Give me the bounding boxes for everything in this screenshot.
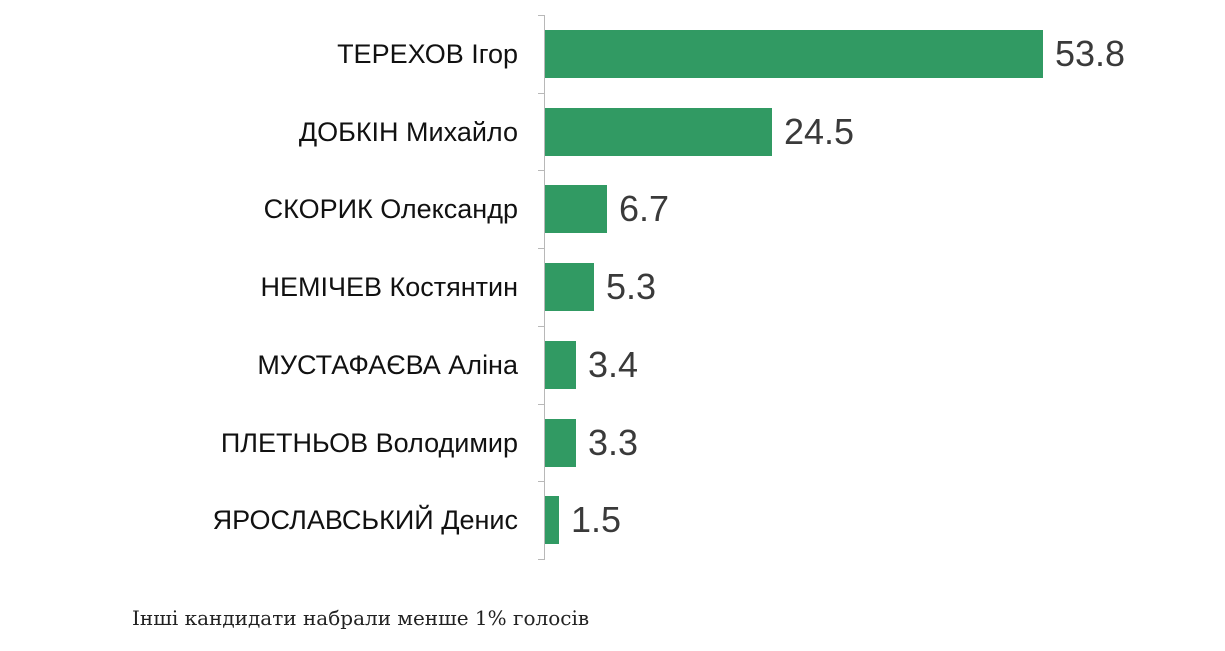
- bar: [545, 185, 607, 233]
- bar: [545, 30, 1043, 78]
- category-label: ЯРОСЛАВСЬКИЙ Денис: [212, 505, 518, 535]
- value-label: 6.7: [619, 188, 670, 229]
- category-label: ДОБКІН Михайло: [298, 117, 518, 147]
- axis-tick: [538, 170, 545, 171]
- axis-tick: [538, 559, 545, 560]
- axis-tick: [538, 481, 545, 482]
- bar: [545, 496, 559, 544]
- bar: [545, 341, 576, 389]
- value-label: 3.3: [588, 422, 639, 463]
- bar-row: МУСТАФАЄВА Аліна 3.4: [0, 326, 1225, 404]
- bar: [545, 419, 576, 467]
- footnote: Інші кандидати набрали менше 1% голосів: [132, 606, 590, 630]
- axis-tick: [538, 15, 545, 16]
- bar-row: ДОБКІН Михайло 24.5: [0, 93, 1225, 171]
- bar: [545, 108, 772, 156]
- bar: [545, 263, 594, 311]
- category-label: ТЕРЕХОВ Ігор: [337, 39, 518, 69]
- value-label: 3.4: [588, 344, 639, 385]
- value-label: 24.5: [784, 111, 855, 152]
- bar-row: НЕМІЧЕВ Костянтин 5.3: [0, 248, 1225, 326]
- bar-chart: ТЕРЕХОВ Ігор 53.8 ДОБКІН Михайло 24.5 СКОРИК…: [0, 15, 1225, 560]
- value-label: 1.5: [571, 499, 622, 540]
- category-label: ПЛЕТНЬОВ Володимир: [220, 428, 518, 458]
- y-axis-line: [544, 15, 545, 559]
- category-label: МУСТАФАЄВА Аліна: [257, 350, 518, 380]
- category-label: СКОРИК Олександр: [263, 194, 518, 224]
- axis-tick: [538, 326, 545, 327]
- axis-tick: [538, 404, 545, 405]
- bar-row: ПЛЕТНЬОВ Володимир 3.3: [0, 404, 1225, 482]
- bar-row: СКОРИК Олександр 6.7: [0, 170, 1225, 248]
- category-label: НЕМІЧЕВ Костянтин: [260, 272, 518, 302]
- bar-row: ЯРОСЛАВСЬКИЙ Денис 1.5: [0, 481, 1225, 559]
- axis-tick: [538, 248, 545, 249]
- value-label: 5.3: [606, 266, 657, 307]
- value-label: 53.8: [1055, 33, 1126, 74]
- bar-row: ТЕРЕХОВ Ігор 53.8: [0, 15, 1225, 93]
- axis-tick: [538, 93, 545, 94]
